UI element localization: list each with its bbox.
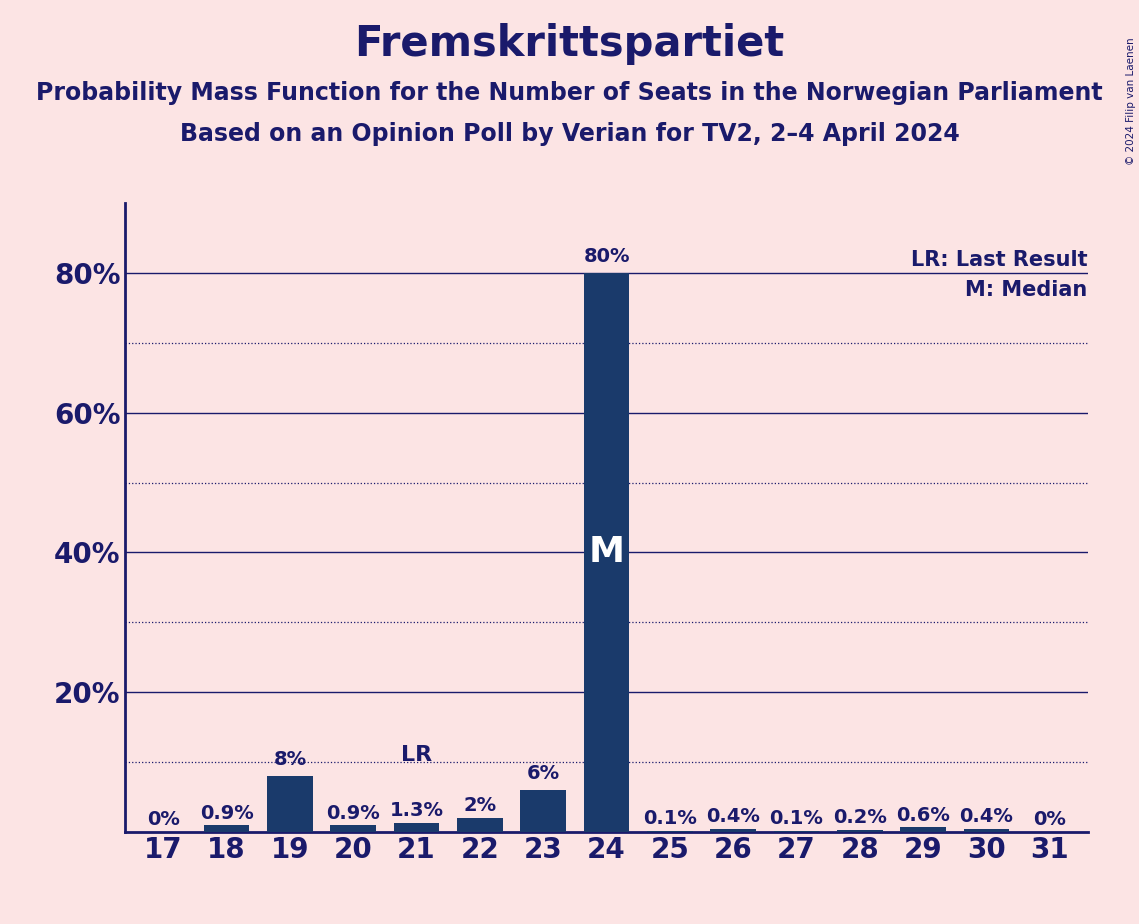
Text: 0.2%: 0.2% <box>833 808 887 827</box>
Text: 0.1%: 0.1% <box>770 809 823 828</box>
Text: © 2024 Filip van Laenen: © 2024 Filip van Laenen <box>1125 37 1136 164</box>
Text: Fremskrittspartiet: Fremskrittspartiet <box>354 23 785 65</box>
Text: LR: LR <box>401 746 432 765</box>
Text: 0.4%: 0.4% <box>706 807 760 826</box>
Text: 0.9%: 0.9% <box>327 804 380 822</box>
Bar <box>521 790 566 832</box>
Text: M: Median: M: Median <box>966 280 1088 300</box>
Text: 0.6%: 0.6% <box>896 806 950 824</box>
Bar <box>394 822 440 832</box>
Text: Probability Mass Function for the Number of Seats in the Norwegian Parliament: Probability Mass Function for the Number… <box>36 81 1103 105</box>
Bar <box>837 830 883 832</box>
Bar <box>268 776 313 832</box>
Text: 6%: 6% <box>526 764 559 783</box>
Text: 2%: 2% <box>464 796 497 815</box>
Text: M: M <box>589 535 624 569</box>
Text: 0%: 0% <box>147 809 180 829</box>
Bar <box>900 827 945 832</box>
Bar <box>204 825 249 832</box>
Text: Based on an Opinion Poll by Verian for TV2, 2–4 April 2024: Based on an Opinion Poll by Verian for T… <box>180 122 959 146</box>
Text: 0.4%: 0.4% <box>959 807 1014 826</box>
Text: 0%: 0% <box>1033 809 1066 829</box>
Text: LR: Last Result: LR: Last Result <box>911 249 1088 270</box>
Bar <box>583 274 630 832</box>
Text: 1.3%: 1.3% <box>390 801 443 820</box>
Bar <box>457 818 502 832</box>
Text: 0.9%: 0.9% <box>199 804 254 822</box>
Text: 0.1%: 0.1% <box>642 809 697 828</box>
Text: 8%: 8% <box>273 749 306 769</box>
Bar <box>964 829 1009 832</box>
Bar <box>330 825 376 832</box>
Text: 80%: 80% <box>583 247 630 266</box>
Bar <box>711 829 756 832</box>
